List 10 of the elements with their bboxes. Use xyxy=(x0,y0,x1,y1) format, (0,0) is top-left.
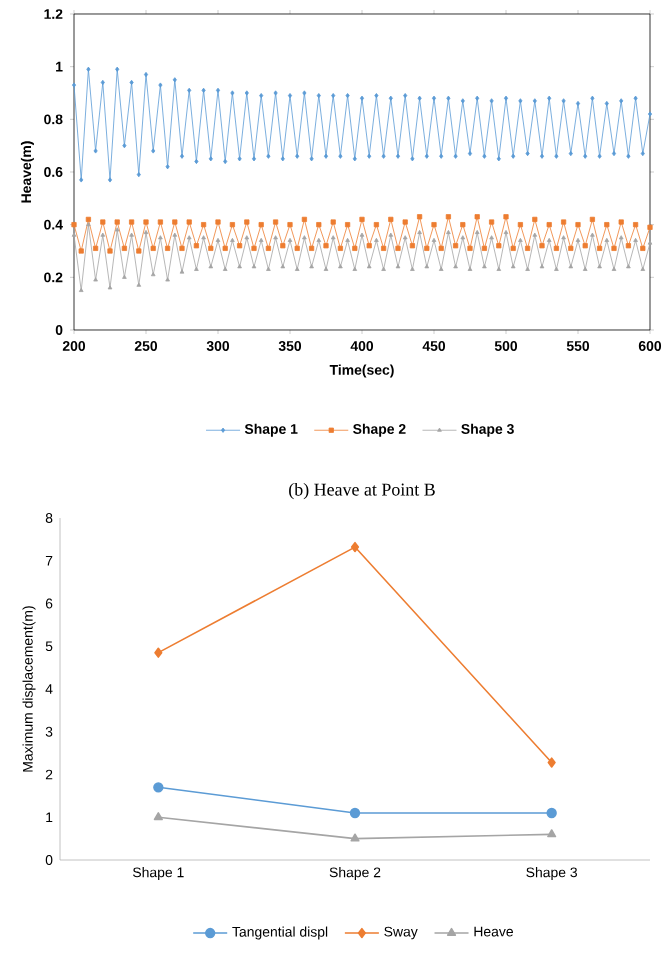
point xyxy=(153,782,164,793)
point xyxy=(546,807,557,819)
point xyxy=(547,757,556,768)
point xyxy=(153,812,163,821)
point xyxy=(350,541,360,553)
point xyxy=(547,829,557,838)
text: (b) Heave at Point B xyxy=(289,483,435,500)
point xyxy=(154,647,163,658)
point xyxy=(349,807,361,819)
point xyxy=(350,833,360,842)
